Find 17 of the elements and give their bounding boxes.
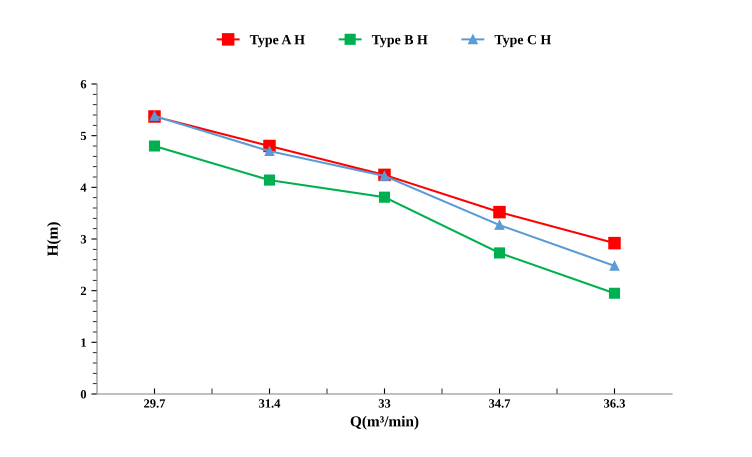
y-tick-label: 3 bbox=[80, 235, 86, 244]
y-axis-title: H(m) bbox=[47, 222, 61, 256]
legend-label: Type C H bbox=[494, 35, 552, 48]
y-tick-label: 5 bbox=[80, 132, 86, 140]
x-tick-label: 31.4 bbox=[259, 399, 280, 408]
y-tick-label: 1 bbox=[81, 338, 86, 347]
x-tick-label: 29.7 bbox=[144, 399, 166, 408]
y-tick-label: 0 bbox=[80, 390, 86, 398]
x-tick-label: 33 bbox=[378, 399, 390, 408]
x-axis-title: Q(m³/min) bbox=[350, 416, 418, 430]
legend-label: Type B H bbox=[372, 35, 428, 48]
x-tick-label: 34.7 bbox=[489, 399, 510, 408]
legend-label: Type A H bbox=[250, 35, 305, 48]
y-tick-label: 4 bbox=[80, 183, 86, 192]
x-tick-label: 36.3 bbox=[604, 399, 626, 408]
y-tick-label: 2 bbox=[80, 286, 86, 296]
y-tick-label: 6 bbox=[80, 80, 86, 88]
